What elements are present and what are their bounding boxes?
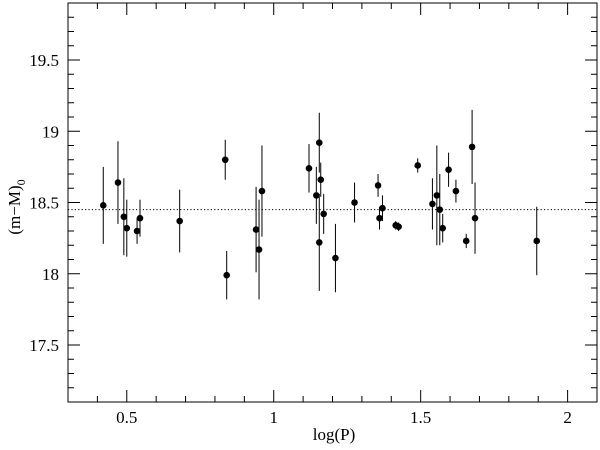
data-point xyxy=(462,237,470,245)
data-point xyxy=(221,156,229,164)
data-point xyxy=(395,223,402,231)
x-tick-label: 1.5 xyxy=(410,408,431,427)
data-point xyxy=(223,271,230,279)
data-point xyxy=(317,176,325,183)
data-point xyxy=(439,224,447,232)
data-point xyxy=(436,206,444,213)
y-axis-title: (m−M)0 xyxy=(5,179,28,234)
axes: 0.5 1 1.5 2 17.5 18 18.5 19 19.5 xyxy=(29,2,598,427)
data-point xyxy=(320,210,327,218)
data-point xyxy=(123,224,131,232)
data-point xyxy=(374,182,382,189)
data-point xyxy=(252,226,260,233)
data-point xyxy=(445,166,452,174)
data-point xyxy=(176,217,183,225)
data-point xyxy=(315,139,323,146)
data-point xyxy=(433,192,441,199)
data-point xyxy=(99,202,107,209)
y-tick-label: 17.5 xyxy=(29,336,59,355)
data-point xyxy=(376,214,383,222)
data-point xyxy=(471,214,479,222)
data-point xyxy=(468,143,476,151)
plot-frame xyxy=(67,2,598,403)
data-point xyxy=(305,165,313,172)
data-point xyxy=(255,246,263,253)
data-point xyxy=(379,204,386,212)
data-point xyxy=(452,187,460,195)
data-point xyxy=(315,239,323,246)
data-point xyxy=(133,227,141,235)
data-point xyxy=(414,162,422,169)
y-tick-label: 18 xyxy=(42,265,59,284)
data-point xyxy=(136,214,144,222)
x-tick-label: 0.5 xyxy=(116,408,137,427)
y-axis-title-subscript: 0 xyxy=(14,179,28,185)
data-point xyxy=(313,192,320,199)
x-axis-title: log(P) xyxy=(313,425,356,444)
data-point xyxy=(332,254,339,262)
data-point xyxy=(351,199,358,206)
y-tick-label: 18.5 xyxy=(29,194,59,213)
y-tick-label: 19 xyxy=(42,122,59,141)
y-tick-label: 19.5 xyxy=(29,51,59,70)
data-point xyxy=(258,187,266,195)
plot-area xyxy=(68,109,597,300)
data-point xyxy=(429,200,436,208)
data-point xyxy=(120,213,128,221)
x-tick-label: 1 xyxy=(269,408,278,427)
data-point xyxy=(114,179,122,186)
data-point xyxy=(533,237,541,245)
x-tick-label: 2 xyxy=(563,408,572,427)
y-axis-title-main: (m−M) xyxy=(5,185,24,234)
